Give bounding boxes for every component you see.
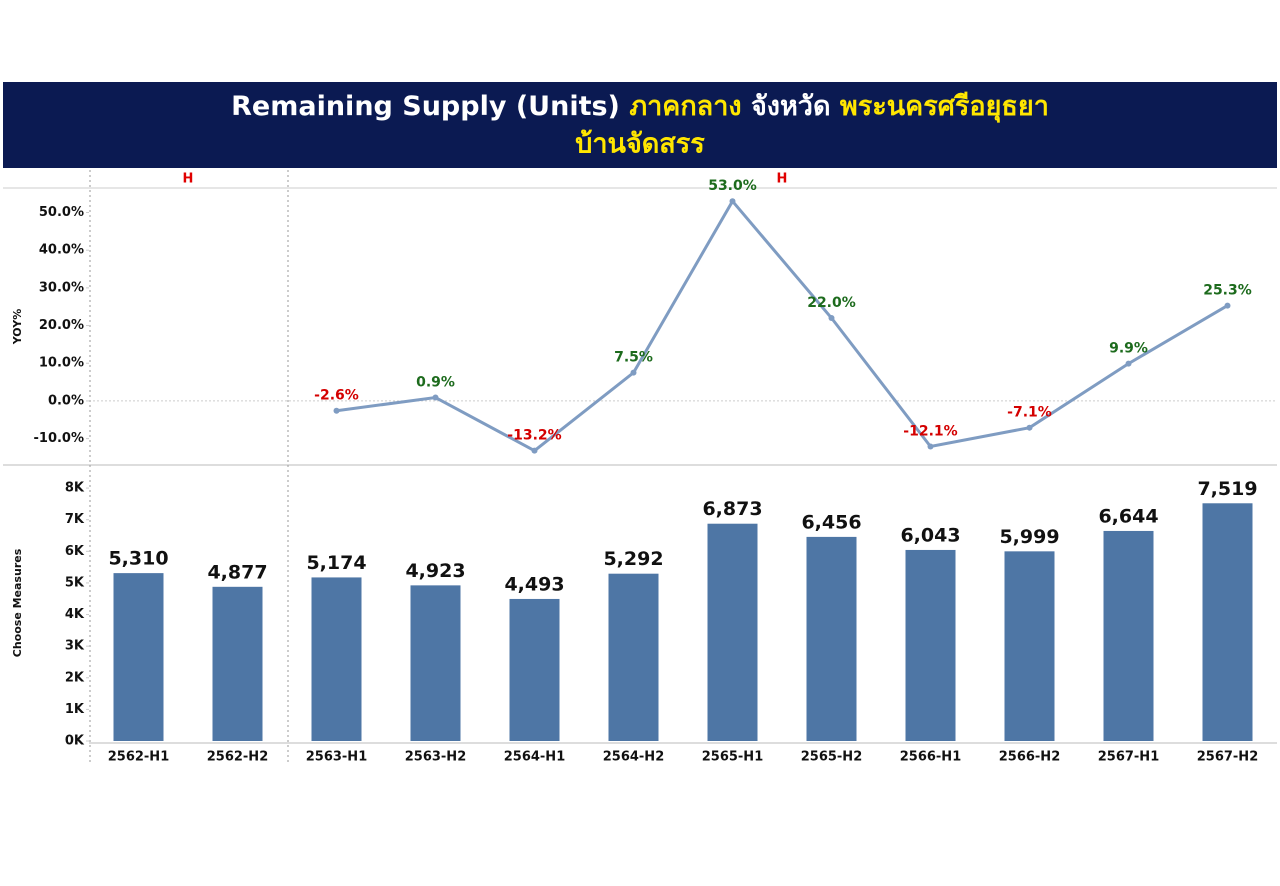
x-tick-label: 2566-H1 — [900, 750, 962, 765]
point — [432, 394, 439, 401]
y-tick-label: -10.0% — [34, 431, 85, 446]
data-label: -13.2% — [507, 428, 561, 444]
bar — [1202, 503, 1253, 741]
data-label: -12.1% — [903, 424, 957, 440]
point — [1026, 424, 1033, 431]
bar — [113, 573, 164, 741]
y-tick-label: 50.0% — [39, 205, 84, 220]
bar — [410, 585, 461, 741]
y-tick-label: 20.0% — [39, 318, 84, 333]
point — [828, 315, 835, 322]
data-label: 6,644 — [1098, 505, 1158, 527]
point — [927, 443, 934, 450]
x-tick-label: 2563-H2 — [405, 750, 467, 765]
bar — [212, 586, 263, 741]
data-label: -2.6% — [314, 388, 359, 404]
data-label: 5,292 — [603, 548, 663, 570]
data-label: -7.1% — [1007, 405, 1052, 421]
data-label: 7,519 — [1197, 478, 1257, 500]
x-tick-label: 2565-H1 — [702, 750, 764, 765]
y-tick-label: 6K — [65, 544, 85, 559]
line — [336, 198, 1229, 453]
title-part: ภาคกลาง — [629, 91, 741, 122]
x-tick-label: 2565-H2 — [801, 750, 863, 765]
point — [333, 407, 340, 414]
y-tick-label: 1K — [65, 702, 85, 717]
y-axis-label: Choose Measures — [11, 548, 24, 657]
x-tick-label: 2567-H2 — [1197, 750, 1259, 765]
x-tick-label: 2562-H1 — [108, 750, 170, 765]
data-label: 53.0% — [708, 178, 757, 194]
y-tick-label: 3K — [65, 639, 85, 654]
data-label: 25.3% — [1203, 283, 1252, 299]
x-tick-label: 2564-H2 — [603, 750, 665, 765]
point — [531, 447, 538, 454]
y-tick-label: 0K — [65, 734, 85, 749]
data-label: 7.5% — [614, 350, 653, 366]
bar — [707, 523, 758, 741]
title-part: พระนครศรีอยุธยา — [840, 91, 1049, 123]
bar — [905, 549, 956, 741]
group-label: H — [777, 172, 788, 187]
data-label: 4,493 — [504, 573, 564, 595]
bar — [806, 536, 857, 741]
bar — [1103, 530, 1154, 741]
y-tick-label: 2K — [65, 670, 85, 685]
x-tick-label: 2563-H1 — [306, 750, 368, 765]
y-tick-label: 30.0% — [39, 280, 84, 295]
x-tick-label: 2567-H1 — [1098, 750, 1160, 765]
chart-title: Remaining Supply (Units) ภาคกลาง จังหวัด… — [231, 91, 1049, 123]
data-label: 0.9% — [416, 375, 455, 391]
data-label: 6,873 — [702, 498, 762, 520]
data-label: 5,174 — [306, 552, 366, 574]
title-part: Remaining Supply (Units) — [231, 91, 620, 122]
data-label: 4,923 — [405, 560, 465, 582]
data-label: 6,456 — [801, 511, 861, 533]
x-tick-label: 2566-H2 — [999, 750, 1061, 765]
point — [729, 198, 736, 205]
data-label: 9.9% — [1109, 341, 1148, 357]
chart-subtitle: บ้านจัดสรร — [575, 129, 705, 160]
y-tick-label: 0.0% — [48, 393, 84, 408]
y-tick-label: 5K — [65, 575, 85, 590]
bar — [311, 577, 362, 741]
x-tick-label: 2564-H1 — [504, 750, 566, 765]
point — [1224, 302, 1231, 309]
title-banner — [3, 82, 1277, 168]
y-tick-label: 8K — [65, 481, 85, 496]
y-tick-label: 4K — [65, 607, 85, 622]
data-label: 5,999 — [999, 526, 1059, 548]
y-tick-label: 40.0% — [39, 243, 84, 258]
group-label: H — [183, 172, 194, 187]
bar — [1004, 551, 1055, 741]
y-axis-label: YOY% — [11, 309, 24, 346]
data-label: 22.0% — [807, 295, 856, 311]
title-part: จังหวัด — [751, 91, 831, 122]
point — [1125, 360, 1132, 367]
x-tick-label: 2562-H2 — [207, 750, 269, 765]
y-tick-label: 7K — [65, 512, 85, 527]
bar — [608, 573, 659, 741]
y-tick-label: 10.0% — [39, 356, 84, 371]
bar — [509, 598, 560, 741]
data-label: 6,043 — [900, 524, 960, 546]
data-label: 5,310 — [108, 548, 168, 570]
data-label: 4,877 — [207, 561, 267, 583]
point — [630, 369, 637, 376]
